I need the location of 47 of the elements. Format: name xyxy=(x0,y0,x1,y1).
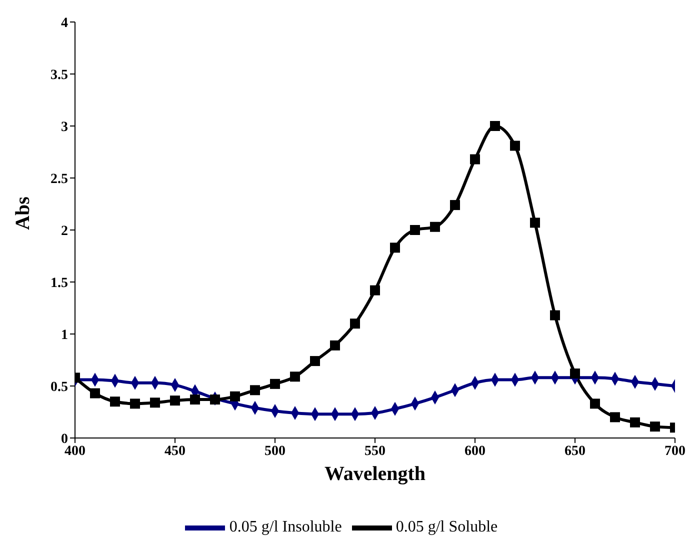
x-tick-label: 550 xyxy=(364,444,386,459)
point xyxy=(410,225,420,235)
point xyxy=(110,396,120,407)
point xyxy=(430,222,440,232)
x-tick-label: 600 xyxy=(464,444,486,459)
point xyxy=(270,378,280,389)
point xyxy=(290,372,300,382)
point xyxy=(90,388,100,398)
y-tick-label: 1.5 xyxy=(50,276,68,291)
point xyxy=(210,394,220,405)
y-tick-label: 3.5 xyxy=(50,68,68,83)
point xyxy=(370,285,380,296)
x-tick-label: 500 xyxy=(264,444,286,459)
point xyxy=(630,417,640,428)
point xyxy=(250,385,260,396)
point xyxy=(510,140,520,151)
x-tick-label: 700 xyxy=(664,444,686,459)
y-tick-label: 2 xyxy=(61,224,68,239)
x-tick-label: 650 xyxy=(564,444,586,459)
point xyxy=(490,121,500,131)
y-tick-label: 4 xyxy=(61,16,68,31)
point xyxy=(530,218,540,228)
point xyxy=(610,412,620,422)
point xyxy=(230,391,240,402)
y-tick-label: 1 xyxy=(61,328,68,343)
point xyxy=(390,242,400,253)
point xyxy=(310,356,320,366)
y-tick-label: 0.5 xyxy=(50,380,68,395)
x-tick-label: 450 xyxy=(164,444,186,459)
y-tick-label: 2.5 xyxy=(50,172,68,187)
y-axis-title: Abs xyxy=(12,196,34,230)
x-axis-title: Wavelength xyxy=(324,463,426,486)
point xyxy=(550,310,560,320)
point xyxy=(450,200,460,210)
point xyxy=(130,398,140,409)
point xyxy=(590,398,600,409)
point xyxy=(190,394,200,405)
point xyxy=(650,422,660,432)
y-tick-label: 3 xyxy=(61,120,68,135)
legend-label: 0.05 g/l Insoluble xyxy=(229,518,342,536)
point xyxy=(150,398,160,408)
point xyxy=(470,154,480,164)
legend-label: 0.05 g/l Soluble xyxy=(396,518,498,536)
point xyxy=(330,340,340,350)
point xyxy=(350,318,360,329)
point xyxy=(570,368,580,379)
point xyxy=(170,396,180,406)
